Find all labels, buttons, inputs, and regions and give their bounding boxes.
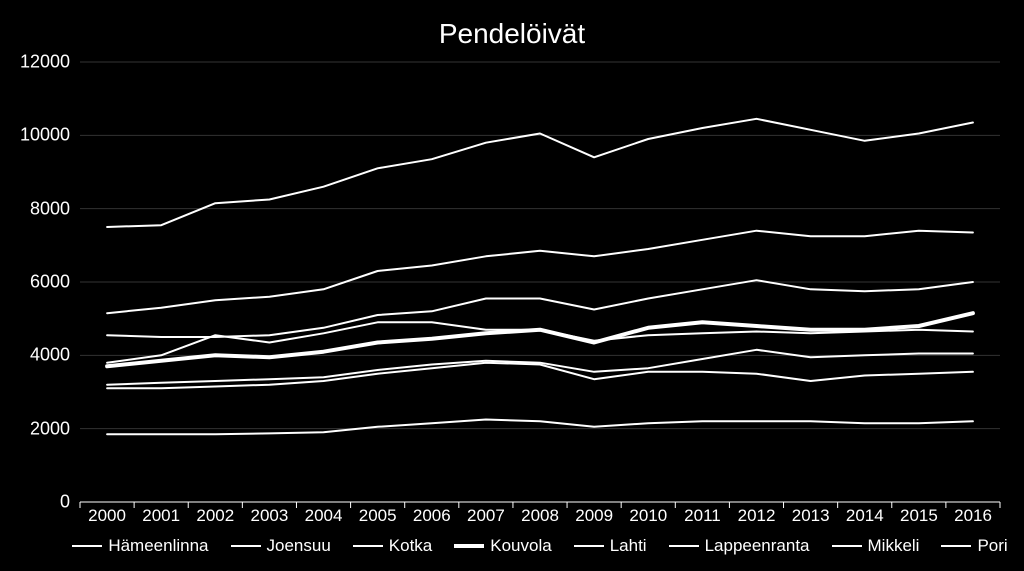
y-tick-label: 12000 xyxy=(0,52,70,73)
legend-item: Mikkeli xyxy=(832,536,920,556)
legend-label: Joensuu xyxy=(267,536,331,556)
legend-item: Hämeenlinna xyxy=(72,536,208,556)
x-tick-label: 2011 xyxy=(675,506,729,530)
x-tick-label: 2004 xyxy=(297,506,351,530)
legend-item: Lappeenranta xyxy=(669,536,810,556)
y-tick-label: 6000 xyxy=(0,272,70,293)
y-tick-label: 0 xyxy=(0,492,70,513)
x-tick-label: 2014 xyxy=(838,506,892,530)
series-line xyxy=(107,231,973,314)
x-tick-label: 2007 xyxy=(459,506,513,530)
x-tick-label: 2015 xyxy=(892,506,946,530)
x-tick-label: 2005 xyxy=(351,506,405,530)
x-tick-label: 2016 xyxy=(946,506,1000,530)
legend-item: Pori xyxy=(941,536,1007,556)
x-tick-label: 2002 xyxy=(188,506,242,530)
legend-label: Kotka xyxy=(389,536,432,556)
x-tick-label: 2008 xyxy=(513,506,567,530)
legend-label: Kouvola xyxy=(490,536,551,556)
legend-label: Pori xyxy=(977,536,1007,556)
legend-swatch xyxy=(72,545,102,547)
x-tick-label: 2012 xyxy=(730,506,784,530)
y-tick-label: 8000 xyxy=(0,198,70,219)
y-tick-label: 2000 xyxy=(0,418,70,439)
chart-container: Pendelöivät 020004000600080001000012000 … xyxy=(0,0,1024,571)
legend-item: Kotka xyxy=(353,536,432,556)
legend-item: Kouvola xyxy=(454,536,551,556)
chart-title: Pendelöivät xyxy=(0,18,1024,50)
plot-area xyxy=(80,62,1000,502)
x-tick-label: 2006 xyxy=(405,506,459,530)
legend: Hämeenlinna Joensuu Kotka Kouvola Lahti Lappe… xyxy=(80,536,1000,556)
x-tick-label: 2000 xyxy=(80,506,134,530)
x-tick-label: 2010 xyxy=(621,506,675,530)
legend-item: Joensuu xyxy=(231,536,331,556)
x-axis-labels: 2000200120022003200420052006200720082009… xyxy=(80,506,1000,530)
legend-swatch xyxy=(454,544,484,548)
x-tick-label: 2009 xyxy=(567,506,621,530)
legend-swatch xyxy=(353,545,383,547)
series-line xyxy=(107,363,973,389)
series-line xyxy=(107,313,973,366)
x-tick-label: 2001 xyxy=(134,506,188,530)
plot-svg xyxy=(80,62,1000,502)
x-tick-label: 2003 xyxy=(242,506,296,530)
x-tick-label: 2013 xyxy=(784,506,838,530)
series-line xyxy=(107,420,973,435)
y-tick-label: 10000 xyxy=(0,125,70,146)
legend-swatch xyxy=(231,545,261,547)
legend-item: Lahti xyxy=(574,536,647,556)
legend-swatch xyxy=(574,545,604,547)
legend-label: Mikkeli xyxy=(868,536,920,556)
legend-label: Lappeenranta xyxy=(705,536,810,556)
legend-swatch xyxy=(941,545,971,547)
legend-label: Hämeenlinna xyxy=(108,536,208,556)
legend-swatch xyxy=(669,545,699,547)
y-tick-label: 4000 xyxy=(0,345,70,366)
legend-label: Lahti xyxy=(610,536,647,556)
legend-swatch xyxy=(832,545,862,547)
